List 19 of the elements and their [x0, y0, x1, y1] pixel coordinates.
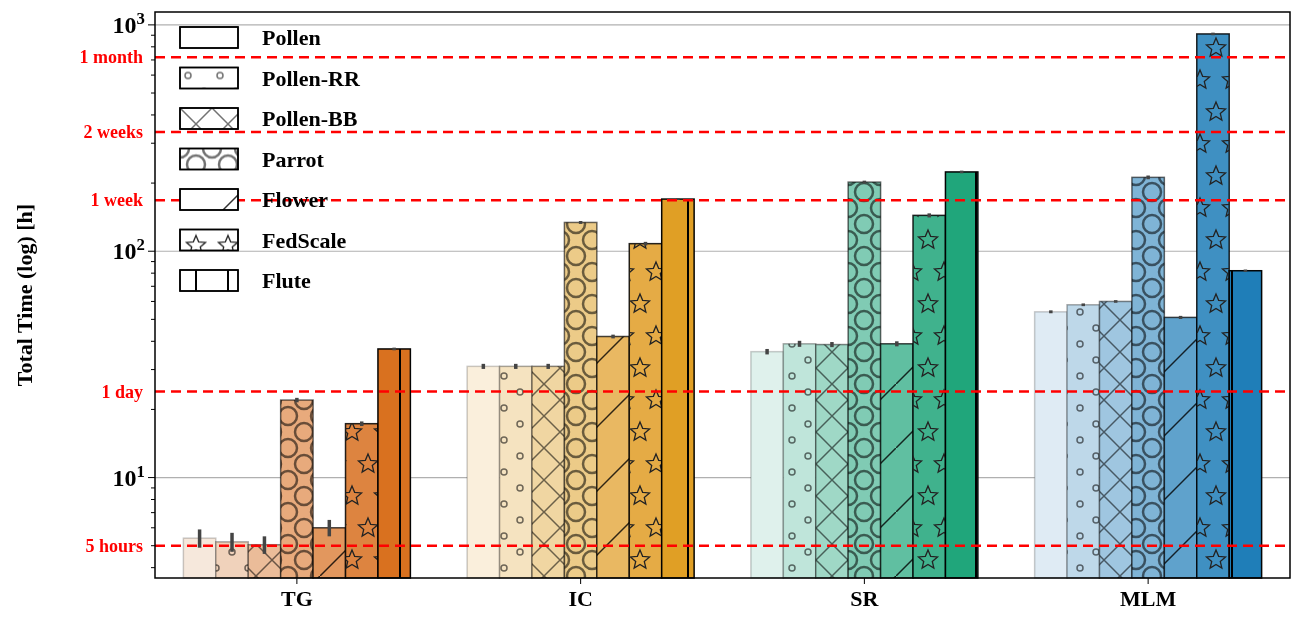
x-tick-label: MLM: [1120, 586, 1177, 611]
legend-label: Flute: [262, 268, 312, 293]
legend-label: Parrot: [262, 146, 325, 172]
y-tick-label: 10$^{2}$: [112, 234, 145, 265]
ref-line-label: 1 week: [90, 190, 143, 211]
x-tick-label: IC: [568, 586, 593, 611]
ref-line-label: 1 month: [79, 47, 143, 68]
x-tick-label: SR: [850, 586, 880, 611]
ref-line-label: 1 day: [101, 381, 143, 402]
ref-line-label: 5 hours: [85, 535, 143, 556]
y-tick-label: 10$^{1}$: [112, 461, 145, 491]
legend-label: Pollen: [262, 25, 321, 50]
y-axis-title: Total Time (log) [h]: [12, 203, 37, 387]
legend-label: Pollen-RR: [262, 65, 361, 91]
x-tick-label: TG: [280, 586, 313, 611]
ref-line-label: 2 weeks: [83, 122, 143, 143]
legend-label: Pollen-BB: [262, 106, 358, 131]
y-tick-label: 10$^{3}$: [112, 8, 145, 38]
legend-label: FedScale: [262, 227, 347, 253]
